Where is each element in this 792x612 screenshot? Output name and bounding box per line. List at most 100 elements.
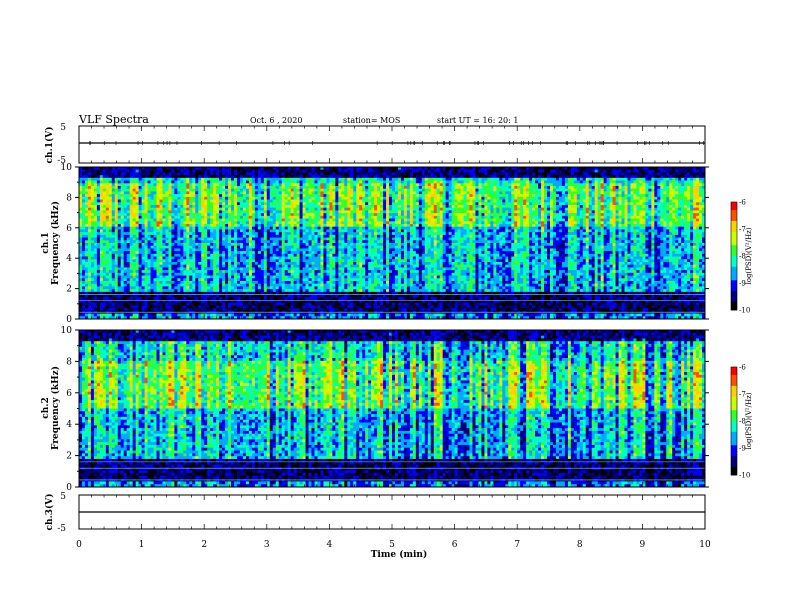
- spectrogram-cell: [555, 215, 560, 219]
- spectrogram-cell: [538, 199, 542, 203]
- spectrogram-cell: [466, 205, 470, 209]
- spectrogram-cell: [231, 199, 235, 203]
- spectrogram-cell: [126, 196, 131, 200]
- spectrogram-cell: [126, 169, 131, 173]
- spectrogram-cell: [529, 188, 533, 192]
- spectrogram-cell: [290, 210, 295, 214]
- spectrogram-cell: [552, 188, 557, 192]
- spectrogram-cell: [505, 183, 509, 187]
- spectrogram-cell: [564, 226, 569, 230]
- spectrogram-cell: [654, 224, 658, 228]
- spectrogram-cell: [430, 218, 435, 222]
- spectrogram-cell: [466, 167, 470, 171]
- spectrogram-cell: [368, 175, 372, 179]
- spectrogram-cell: [493, 221, 497, 225]
- spectrogram-cell: [383, 215, 387, 219]
- spectrogram-cell: [466, 213, 470, 217]
- spectrogram-cell: [684, 210, 688, 214]
- spectrogram-cell: [332, 207, 336, 211]
- spectrogram-cell: [189, 218, 193, 222]
- spectrogram-cell: [228, 213, 232, 217]
- spectrogram-cell: [308, 199, 312, 203]
- spectrogram-cell: [323, 218, 327, 222]
- spectrogram-cell: [496, 226, 500, 230]
- spectrogram-cell: [627, 199, 631, 203]
- spectrogram-cell: [430, 199, 435, 203]
- spectrogram-cell: [239, 180, 244, 184]
- spectrogram-cell: [141, 194, 145, 198]
- spectrogram-cell: [558, 210, 563, 214]
- spectrogram-cell: [353, 177, 357, 181]
- spectrogram-cell: [231, 221, 235, 225]
- spectrogram-cell: [660, 210, 664, 214]
- spectrogram-cell: [228, 169, 232, 173]
- spectrogram-cell: [460, 172, 464, 176]
- spectrogram-cell: [135, 180, 140, 184]
- spectrogram-cell: [311, 229, 315, 233]
- spectrogram-cell: [424, 202, 429, 206]
- spectrogram-cell: [636, 175, 640, 179]
- spectrogram-cell: [549, 196, 554, 200]
- spectrogram-cell: [84, 167, 89, 171]
- spectrogram-cell: [433, 213, 438, 217]
- spectrogram-cell: [225, 215, 229, 219]
- spectrogram-cell: [275, 169, 280, 173]
- spectrogram-cell: [266, 199, 271, 203]
- spectrogram-cell: [505, 221, 509, 225]
- spectrogram-cell: [293, 183, 298, 187]
- spectrogram-cell: [412, 213, 417, 217]
- spectrogram-cell: [383, 177, 387, 181]
- spectrogram-cell: [594, 215, 599, 219]
- spectrogram-cell: [505, 180, 509, 184]
- spectrogram-cell: [225, 188, 229, 192]
- spectrogram-cell: [669, 194, 673, 198]
- spectrogram-cell: [207, 167, 211, 171]
- spectrogram-cell: [177, 186, 181, 190]
- spectrogram-cell: [535, 172, 539, 176]
- spectrogram-cell: [311, 202, 315, 206]
- spectrogram-cell: [567, 183, 572, 187]
- spectrogram-cell: [696, 213, 700, 217]
- spectrogram-cell: [162, 175, 166, 179]
- spectrogram-cell: [87, 218, 92, 222]
- spectrogram-cell: [532, 221, 536, 225]
- spectrogram-cell: [397, 194, 402, 198]
- spectrogram-cell: [338, 207, 342, 211]
- spectrogram-cell: [144, 183, 148, 187]
- spectrogram-cell: [198, 188, 202, 192]
- spectrogram-cell: [96, 196, 101, 200]
- spectrogram-cell: [135, 172, 140, 176]
- spectrogram-cell: [189, 183, 193, 187]
- spectrogram-cell: [499, 215, 503, 219]
- spectrogram-cell: [278, 213, 283, 217]
- spectrogram-cell: [418, 205, 423, 209]
- spectrogram-cell: [511, 191, 515, 195]
- spectrogram-cell: [406, 205, 411, 209]
- spectrogram-cell: [114, 172, 119, 176]
- spectrogram-cell: [159, 183, 163, 187]
- spectrogram-cell: [153, 175, 157, 179]
- spectrogram-cell: [236, 186, 241, 190]
- spectrogram-cell: [290, 167, 295, 171]
- spectrogram-cell: [174, 177, 178, 181]
- spectrogram-cell: [320, 169, 324, 173]
- spectrogram-cell: [549, 207, 554, 211]
- spectrogram-cell: [624, 207, 628, 211]
- spectrogram-cell: [558, 169, 563, 173]
- spectrogram-cell: [275, 177, 280, 181]
- spectrogram-cell: [93, 175, 98, 179]
- spectrogram-cell: [296, 229, 300, 233]
- spectrogram-cell: [380, 175, 384, 179]
- spectrogram-cell: [684, 180, 688, 184]
- spectrogram-cell: [389, 180, 393, 184]
- spectrogram-cell: [529, 180, 533, 184]
- spectrogram-cell: [585, 172, 590, 176]
- spectrogram-cell: [403, 180, 408, 184]
- spectrogram-cell: [415, 169, 420, 173]
- spectrogram-cell: [386, 196, 390, 200]
- spectrogram-cell: [427, 194, 432, 198]
- spectrogram-cell: [189, 213, 193, 217]
- spectrogram-cell: [231, 183, 235, 187]
- spectrogram-cell: [520, 207, 524, 211]
- spectrogram-cell: [472, 183, 476, 187]
